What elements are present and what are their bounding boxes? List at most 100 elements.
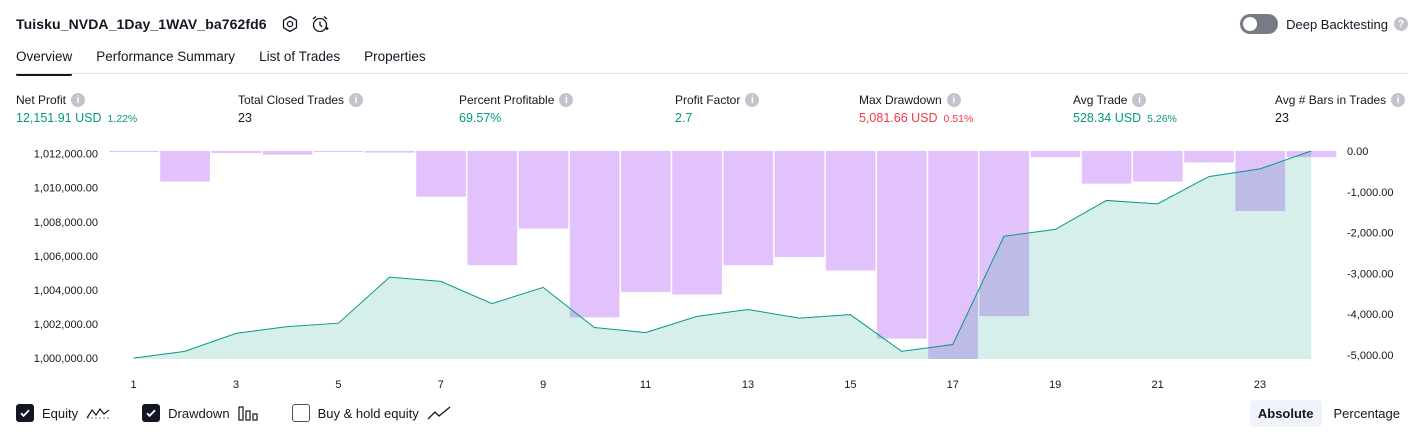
legend-drawdown[interactable]: Drawdown [142,404,259,422]
info-icon[interactable]: i [559,93,574,107]
metric-total-closed-trades: Total Closed Trades i 23 [238,93,364,125]
info-icon[interactable]: i [1391,93,1406,107]
metric-label: Net Profit [16,93,67,107]
tab-performance-summary[interactable]: Performance Summary [96,49,236,64]
tab-list-of-trades[interactable]: List of Trades [259,49,341,64]
metric-net-profit: Net Profit i 12,151.91 USD 1.22% [16,93,137,125]
metric-label: Total Closed Trades [238,93,345,107]
drawdown-bar [1184,151,1234,163]
tab-properties[interactable]: Properties [364,49,426,64]
drawdown-bar [365,151,415,153]
drawdown-bars-icon [237,405,260,421]
drawdown-bar [723,151,774,266]
drawdown-bar [569,151,620,318]
info-icon[interactable]: i [946,93,961,107]
legend-label: Buy & hold equity [317,405,419,421]
strategy-title: Tuisku_NVDA_1Day_1WAV_ba762fd6 [16,16,267,32]
metric-value: 528.34 USD [1073,111,1142,125]
tab-divider [16,73,1408,74]
x-axis-tick: 7 [438,379,444,391]
metric-percent: 5.26% [1147,113,1177,125]
drawdown-bar [518,151,569,229]
x-axis-tick: 5 [335,379,341,391]
help-icon[interactable]: ? [1394,17,1408,31]
left-axis-tick: 1,010,000.00 [34,183,98,195]
info-icon[interactable]: i [349,93,364,107]
drawdown-bar [1030,151,1081,158]
right-axis-tick: -4,000.00 [1347,309,1393,321]
metric-percent-profitable: Percent Profitable i 69.57% [459,93,574,125]
drawdown-bar [774,151,825,258]
drawdown-bar [1286,151,1337,158]
settings-icon[interactable] [279,13,301,35]
drawdown-bar [262,151,313,155]
x-axis-tick: 21 [1151,379,1163,391]
metric-label: Avg Trade [1073,93,1128,107]
drawdown-bar [211,151,262,154]
metric-label: Max Drawdown [859,93,942,107]
right-axis-tick: 0.00 [1347,146,1368,158]
legend-label: Drawdown [168,405,230,421]
x-axis-tick: 23 [1254,379,1266,391]
drawdown-bar [1081,151,1132,184]
tab-overview[interactable]: Overview [16,46,73,76]
metric-label: Profit Factor [675,93,741,107]
metric-value: 12,151.91 USD [16,111,102,125]
drawdown-bar [877,151,927,339]
deep-backtesting-label: Deep Backtesting [1286,16,1388,32]
metric-label: Avg # Bars in Trades [1275,93,1387,107]
right-axis-tick: -2,000.00 [1347,228,1393,240]
drawdown-bar [1235,151,1286,211]
x-axis-tick: 11 [640,379,651,391]
x-axis-tick: 13 [742,379,754,391]
equity-line [133,150,1312,359]
drawdown-bar [825,151,876,271]
header: Tuisku_NVDA_1Day_1WAV_ba762fd6 [16,12,331,36]
checkbox-checked-icon[interactable] [142,404,161,422]
x-axis-tick: 3 [233,379,239,391]
drawdown-bars [109,151,1337,359]
deep-backtesting: Deep Backtesting ? [1240,12,1408,36]
alarm-icon[interactable] [309,13,331,35]
metric-percent: 0.51% [943,113,974,125]
metric-value: 5,081.66 USD [859,111,938,125]
metric-value: 69.57% [459,111,502,125]
drawdown-bar [416,151,466,197]
metrics-row: Net Profit i 12,151.91 USD 1.22% Total Clo… [16,93,1408,133]
drawdown-bar [313,151,364,152]
metric-max-drawdown: Max Drawdown i 5,081.66 USD 0.51% [859,93,973,125]
x-axis-tick: 15 [844,379,856,391]
x-axis-tick: 1 [131,379,137,391]
right-axis-tick: -3,000.00 [1347,268,1393,280]
checkbox-checked-icon[interactable] [16,404,34,422]
info-icon[interactable]: i [745,93,760,107]
drawdown-bar [928,151,978,359]
left-axis-tick: 1,008,000.00 [34,217,98,229]
right-axis-tick: -5,000.00 [1347,350,1393,362]
info-icon[interactable]: i [71,93,86,107]
left-axis-tick: 1,000,000.00 [34,353,98,365]
metric-value: 23 [1275,111,1289,125]
buy-hold-line-icon [427,406,451,420]
equity-line-icon [86,406,110,420]
metric-value: 23 [238,111,252,125]
checkbox-unchecked-icon[interactable] [291,404,310,422]
absolute-button[interactable]: Absolute [1249,400,1322,427]
equity-area [133,151,1312,359]
chart-legend: Equity Drawdown Buy & hold equity [16,404,483,422]
x-axis-tick: 9 [540,379,546,391]
metric-label: Percent Profitable [459,93,555,107]
legend-equity[interactable]: Equity [16,404,110,422]
metric-profit-factor: Profit Factor i 2.7 [675,93,760,125]
deep-backtesting-toggle[interactable] [1240,14,1279,34]
info-icon[interactable]: i [1132,93,1147,107]
display-mode-switch: Absolute Percentage [1246,400,1408,427]
x-axis-tick: 17 [947,379,959,391]
legend-buy-hold-equity[interactable]: Buy & hold equity [291,404,451,422]
metric-avg-trade: Avg Trade i 528.34 USD 5.26% [1073,93,1177,125]
percentage-button[interactable]: Percentage [1333,406,1401,421]
drawdown-bar [672,151,722,295]
equity-drawdown-chart[interactable]: 1,000,000.00 1,002,000.00 1,004,000.00 1,00… [0,140,1424,394]
legend-label: Equity [42,405,79,421]
drawdown-bar [109,151,159,152]
